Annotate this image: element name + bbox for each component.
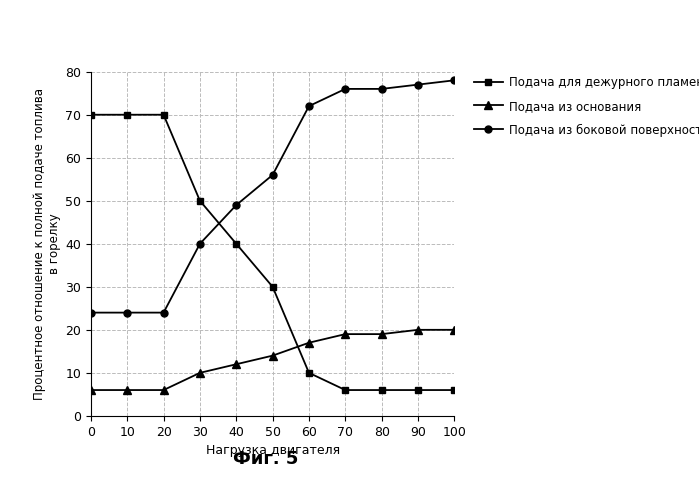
Подача для дежурного пламени bbox=[341, 387, 350, 393]
Подача для дежурного пламени bbox=[377, 387, 386, 393]
Подача для дежурного пламени bbox=[87, 112, 95, 118]
Подача из боковой поверхности bbox=[377, 86, 386, 92]
X-axis label: Нагрузка двигателя: Нагрузка двигателя bbox=[206, 444, 340, 457]
Text: Фиг. 5: Фиг. 5 bbox=[233, 450, 298, 468]
Подача из основания bbox=[377, 331, 386, 337]
Подача из основания bbox=[123, 387, 131, 393]
Y-axis label: Процентное отношение к полной подаче топлива
в горелку: Процентное отношение к полной подаче топ… bbox=[33, 88, 61, 400]
Подача из боковой поверхности bbox=[159, 310, 168, 315]
Подача для дежурного пламени bbox=[305, 370, 313, 376]
Line: Подача для дежурного пламени: Подача для дежурного пламени bbox=[87, 111, 458, 393]
Подача из основания bbox=[341, 331, 350, 337]
Подача из боковой поверхности bbox=[450, 77, 459, 83]
Line: Подача из боковой поверхности: Подача из боковой поверхности bbox=[87, 77, 458, 316]
Подача для дежурного пламени bbox=[450, 387, 459, 393]
Line: Подача из основания: Подача из основания bbox=[87, 326, 459, 394]
Подача из боковой поверхности bbox=[196, 241, 204, 247]
Подача из боковой поверхности bbox=[305, 103, 313, 109]
Подача из основания bbox=[268, 353, 277, 358]
Подача из основания bbox=[450, 327, 459, 333]
Подача из основания bbox=[414, 327, 422, 333]
Подача для дежурного пламени bbox=[414, 387, 422, 393]
Подача для дежурного пламени bbox=[232, 241, 240, 247]
Подача из боковой поверхности bbox=[268, 172, 277, 178]
Подача из боковой поверхности bbox=[232, 202, 240, 208]
Подача из основания bbox=[305, 340, 313, 346]
Подача для дежурного пламени bbox=[159, 112, 168, 118]
Подача из боковой поверхности bbox=[87, 310, 95, 315]
Подача из боковой поверхности bbox=[414, 82, 422, 87]
Подача из боковой поверхности bbox=[341, 86, 350, 92]
Подача из боковой поверхности bbox=[123, 310, 131, 315]
Подача для дежурного пламени bbox=[196, 198, 204, 204]
Подача для дежурного пламени bbox=[268, 284, 277, 290]
Подача из основания bbox=[87, 387, 95, 393]
Legend: Подача для дежурного пламени, Подача из основания, Подача из боковой поверхности: Подача для дежурного пламени, Подача из … bbox=[469, 72, 699, 141]
Подача из основания bbox=[232, 361, 240, 367]
Подача из основания bbox=[159, 387, 168, 393]
Подача для дежурного пламени bbox=[123, 112, 131, 118]
Подача из основания bbox=[196, 370, 204, 376]
